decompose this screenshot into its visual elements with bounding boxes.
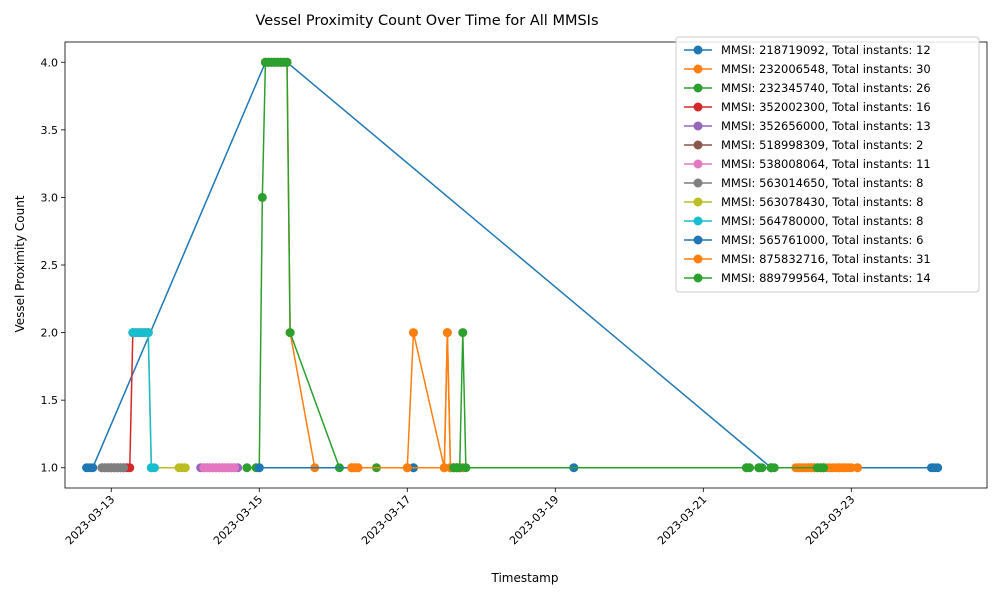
legend-entry: MMSI: 352656000, Total instants: 13 [684, 119, 931, 133]
legend-entry: MMSI: 563078430, Total instants: 8 [684, 195, 923, 209]
legend-label: MMSI: 564780000, Total instants: 8 [721, 214, 923, 228]
legend-entry: MMSI: 538008064, Total instants: 11 [684, 157, 931, 171]
y-tick-label: 4.0 [41, 56, 59, 69]
data-point [230, 463, 240, 473]
data-point [852, 463, 862, 473]
legend-label: MMSI: 565761000, Total instants: 6 [721, 233, 923, 247]
legend-box [675, 36, 980, 293]
data-point [846, 463, 856, 473]
plot-area [82, 57, 943, 473]
legend-entry: MMSI: 889799564, Total instants: 14 [684, 271, 931, 285]
legend-label: MMSI: 518998309, Total instants: 2 [721, 138, 923, 152]
y-tick-label: 3.0 [41, 191, 59, 204]
legend-label: MMSI: 875832716, Total instants: 31 [721, 252, 931, 266]
legend-entry: MMSI: 218719092, Total instants: 12 [684, 43, 931, 57]
data-point [282, 57, 292, 67]
legend-entry: MMSI: 875832716, Total instants: 31 [684, 252, 931, 266]
legend-label: MMSI: 563014650, Total instants: 8 [721, 176, 923, 190]
legend-swatch-marker [693, 102, 703, 112]
y-axis-label: Vessel Proximity Count [13, 195, 27, 332]
legend-label: MMSI: 232006548, Total instants: 30 [721, 62, 931, 76]
data-point [257, 192, 267, 202]
series-6 [199, 463, 240, 473]
data-point [819, 463, 829, 473]
y-tick-label: 1.5 [41, 394, 59, 407]
data-point [285, 328, 295, 338]
data-point [769, 463, 779, 473]
series-line [453, 331, 824, 469]
data-point [402, 463, 412, 473]
legend-swatch-marker [693, 159, 703, 169]
series-12 [449, 328, 829, 473]
y-tick-label: 2.0 [41, 327, 59, 340]
data-point [461, 463, 471, 473]
data-point [143, 328, 153, 338]
data-point [455, 463, 465, 473]
legend-swatch-marker [693, 121, 703, 131]
legend-label: MMSI: 352002300, Total instants: 16 [721, 100, 931, 114]
legend-swatch-marker [693, 254, 703, 264]
x-axis-label: Timestamp [491, 571, 559, 585]
legend-label: MMSI: 218719092, Total instants: 12 [721, 43, 931, 57]
series-9 [128, 328, 159, 473]
legend-label: MMSI: 538008064, Total instants: 11 [721, 157, 931, 171]
data-point [353, 463, 363, 473]
legend-entry: MMSI: 564780000, Total instants: 8 [684, 214, 923, 228]
legend-swatch-marker [693, 45, 703, 55]
data-point [439, 463, 449, 473]
legend-label: MMSI: 889799564, Total instants: 14 [721, 271, 931, 285]
data-point [242, 463, 252, 473]
legend-entry: MMSI: 232006548, Total instants: 30 [684, 62, 931, 76]
legend-entry: MMSI: 565761000, Total instants: 6 [684, 233, 923, 247]
legend-swatch-marker [693, 64, 703, 74]
legend-entry: MMSI: 563014650, Total instants: 8 [684, 176, 923, 190]
legend-swatch-marker [693, 83, 703, 93]
legend-swatch-marker [693, 216, 703, 226]
data-point [254, 463, 264, 473]
data-point [933, 463, 943, 473]
legend: MMSI: 218719092, Total instants: 12 MMSI:… [675, 36, 980, 293]
legend-entry: MMSI: 518998309, Total instants: 2 [684, 138, 923, 152]
y-tick-label: 1.0 [41, 462, 59, 475]
y-tick-label: 2.5 [41, 259, 59, 272]
chart-title: Vessel Proximity Count Over Time for All… [255, 13, 598, 29]
data-point [125, 463, 135, 473]
legend-swatch-marker [693, 273, 703, 283]
series-7 [97, 463, 129, 473]
legend-swatch-marker [693, 235, 703, 245]
data-point [745, 463, 755, 473]
legend-label: MMSI: 563078430, Total instants: 8 [721, 195, 923, 209]
legend-label: MMSI: 352656000, Total instants: 13 [721, 119, 931, 133]
data-point [180, 463, 190, 473]
data-point [458, 328, 468, 338]
data-point [149, 463, 159, 473]
data-point [88, 463, 98, 473]
y-tick-label: 3.5 [41, 124, 59, 137]
legend-label: MMSI: 232345740, Total instants: 26 [721, 81, 931, 95]
legend-swatch-marker [693, 140, 703, 150]
legend-swatch-marker [693, 178, 703, 188]
legend-swatch-marker [693, 197, 703, 207]
legend-entry: MMSI: 352002300, Total instants: 16 [684, 100, 931, 114]
data-point [757, 463, 767, 473]
data-point [119, 463, 129, 473]
data-point [442, 328, 452, 338]
legend-entry: MMSI: 232345740, Total instants: 26 [684, 81, 931, 95]
data-point [408, 328, 418, 338]
